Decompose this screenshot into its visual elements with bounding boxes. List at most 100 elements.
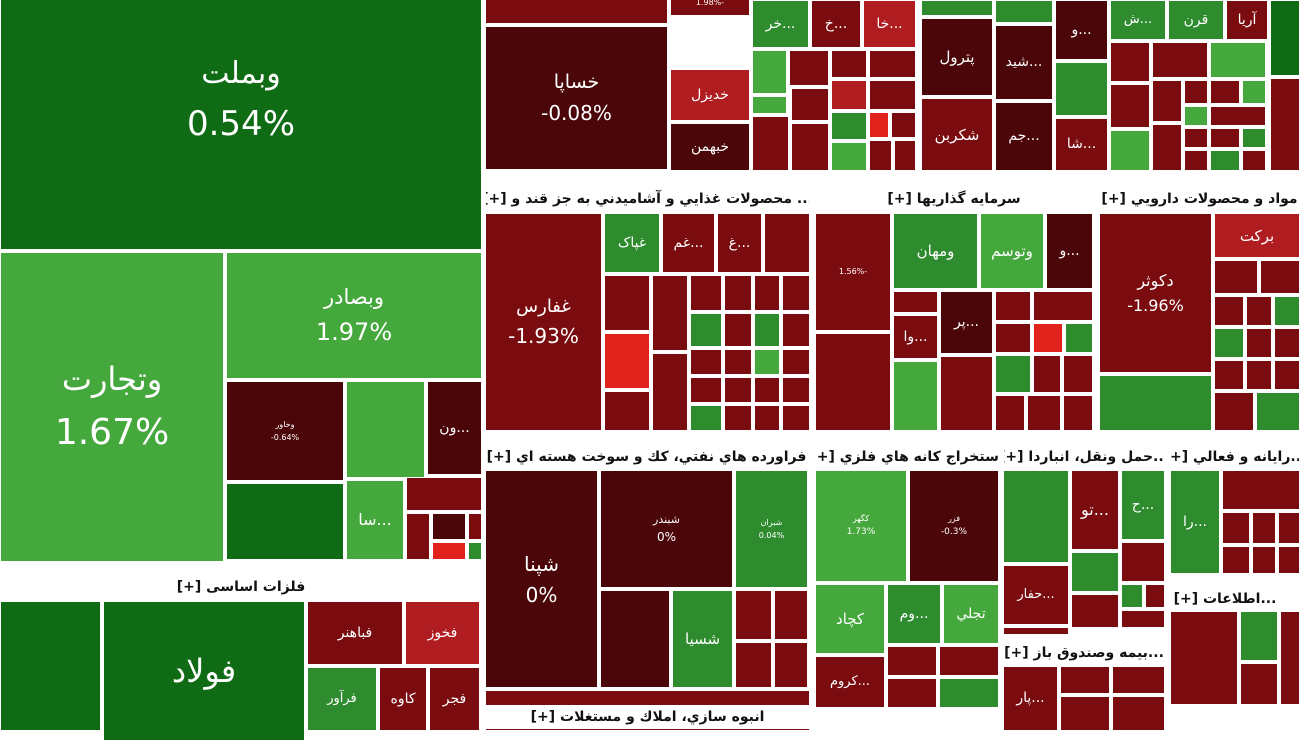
treemap-tile[interactable] xyxy=(690,313,722,347)
treemap-tile[interactable]: ...پار xyxy=(1003,666,1058,731)
treemap-tile[interactable] xyxy=(485,0,668,24)
treemap-tile[interactable] xyxy=(1033,323,1063,353)
treemap-tile[interactable] xyxy=(1270,78,1300,171)
treemap-tile[interactable] xyxy=(995,323,1031,353)
treemap-tile[interactable]: خبهمن xyxy=(670,123,750,171)
treemap-tile[interactable]: ...شا xyxy=(1055,118,1108,171)
treemap-tile[interactable] xyxy=(1184,80,1208,104)
treemap-tile[interactable] xyxy=(782,313,810,347)
treemap-tile[interactable] xyxy=(939,678,999,708)
treemap-tile[interactable]: ...و xyxy=(1046,213,1093,289)
treemap-tile[interactable] xyxy=(893,361,938,431)
treemap-tile[interactable] xyxy=(1278,512,1300,544)
treemap-tile[interactable] xyxy=(1063,355,1093,393)
sector-header-transport[interactable]: ...حمل ونقل، انباردا [+] xyxy=(1003,446,1165,468)
sector-header-insurance[interactable]: ...بيمه وصندوق باز [+] xyxy=(1003,642,1165,664)
treemap-tile[interactable] xyxy=(752,50,787,94)
treemap-tile[interactable] xyxy=(1110,42,1150,82)
treemap-tile[interactable] xyxy=(791,123,829,171)
treemap-tile[interactable] xyxy=(1071,552,1119,592)
treemap-tile[interactable] xyxy=(752,96,787,114)
treemap-tile[interactable] xyxy=(1280,611,1300,705)
treemap-tile[interactable] xyxy=(1210,128,1240,148)
treemap-tile[interactable] xyxy=(774,642,808,688)
treemap-tile[interactable] xyxy=(1027,395,1061,431)
treemap-tile[interactable] xyxy=(1099,375,1212,431)
treemap-tile[interactable]: شبران 0.04% xyxy=(735,470,808,588)
treemap-tile[interactable] xyxy=(724,349,752,375)
treemap-tile[interactable] xyxy=(1210,150,1240,171)
treemap-tile[interactable] xyxy=(1071,594,1119,628)
treemap-tile[interactable] xyxy=(1121,542,1165,582)
treemap-tile[interactable]: ...کروم xyxy=(815,656,885,708)
treemap-tile[interactable] xyxy=(432,542,466,560)
treemap-tile[interactable]: کگهر 1.73% xyxy=(815,470,907,582)
treemap-tile[interactable] xyxy=(894,140,916,171)
treemap-tile[interactable] xyxy=(831,142,867,171)
treemap-tile[interactable]: وتجارت 1.67% xyxy=(0,252,224,562)
sector-header-telecom[interactable]: ...اطلاعات [+] xyxy=(1170,588,1280,609)
treemap-tile[interactable] xyxy=(432,513,466,540)
treemap-tile[interactable] xyxy=(752,116,789,171)
treemap-tile[interactable]: ...وم xyxy=(887,584,941,644)
treemap-tile[interactable] xyxy=(1214,260,1258,294)
treemap-tile[interactable] xyxy=(690,405,722,431)
treemap-tile[interactable] xyxy=(1278,546,1300,574)
treemap-tile[interactable] xyxy=(1003,470,1069,563)
treemap-tile[interactable] xyxy=(1110,84,1150,128)
treemap-tile[interactable]: فولاد xyxy=(103,601,305,741)
treemap-tile[interactable] xyxy=(831,50,867,78)
sector-header-metal-ores[interactable]: استخراج كانه هاي فلزي [+] xyxy=(815,446,999,468)
treemap-tile[interactable] xyxy=(1246,296,1272,326)
treemap-tile[interactable] xyxy=(690,377,722,403)
treemap-tile[interactable] xyxy=(1256,392,1300,431)
treemap-tile[interactable]: ...خر xyxy=(752,0,809,48)
treemap-tile[interactable] xyxy=(1214,296,1244,326)
treemap-tile[interactable]: ...ش xyxy=(1110,0,1166,40)
treemap-tile[interactable] xyxy=(1112,666,1165,694)
treemap-tile[interactable] xyxy=(652,353,688,431)
treemap-tile[interactable]: غپاک xyxy=(604,213,660,273)
treemap-tile[interactable] xyxy=(754,405,780,431)
treemap-tile[interactable] xyxy=(1184,106,1208,126)
treemap-tile[interactable] xyxy=(1240,663,1278,705)
treemap-tile[interactable] xyxy=(1060,666,1110,694)
treemap-tile[interactable]: فزر -0.3% xyxy=(909,470,999,582)
treemap-tile[interactable] xyxy=(940,356,993,431)
treemap-tile[interactable] xyxy=(1210,106,1266,126)
treemap-tile[interactable] xyxy=(468,542,482,560)
treemap-tile[interactable]: کچاد xyxy=(815,584,885,654)
treemap-tile[interactable] xyxy=(754,349,780,375)
treemap-tile[interactable] xyxy=(604,275,650,331)
treemap-tile[interactable] xyxy=(782,405,810,431)
treemap-tile[interactable] xyxy=(1121,610,1165,628)
treemap-tile[interactable] xyxy=(346,381,425,478)
treemap-tile[interactable]: تجلي xyxy=(943,584,999,644)
treemap-tile[interactable] xyxy=(995,395,1025,431)
treemap-tile[interactable] xyxy=(1252,546,1276,574)
treemap-tile[interactable] xyxy=(1110,130,1150,171)
treemap-tile[interactable] xyxy=(789,50,829,86)
treemap-tile[interactable]: ...و xyxy=(1055,0,1108,60)
treemap-tile[interactable] xyxy=(1060,696,1110,731)
treemap-tile[interactable] xyxy=(724,275,752,311)
treemap-tile[interactable] xyxy=(1214,360,1244,390)
treemap-tile[interactable] xyxy=(1274,296,1300,326)
treemap-tile[interactable] xyxy=(735,590,772,640)
treemap-tile[interactable] xyxy=(1252,512,1276,544)
treemap-tile[interactable] xyxy=(782,275,810,311)
treemap-tile[interactable] xyxy=(782,349,810,375)
treemap-tile[interactable]: شبندر 0% xyxy=(600,470,733,588)
treemap-tile[interactable]: آریا xyxy=(1226,0,1268,40)
treemap-tile[interactable] xyxy=(995,355,1031,393)
treemap-tile[interactable] xyxy=(754,275,780,311)
treemap-tile[interactable]: ...را xyxy=(1170,470,1220,574)
treemap-tile[interactable] xyxy=(869,140,892,171)
treemap-tile[interactable]: فخوز xyxy=(405,601,480,665)
treemap-tile[interactable] xyxy=(1152,124,1182,171)
treemap-tile[interactable]: فرآور xyxy=(307,667,377,731)
treemap-tile[interactable] xyxy=(1210,42,1266,78)
treemap-tile[interactable] xyxy=(604,333,650,389)
treemap-tile[interactable] xyxy=(724,313,752,347)
treemap-tile[interactable] xyxy=(1210,80,1240,104)
